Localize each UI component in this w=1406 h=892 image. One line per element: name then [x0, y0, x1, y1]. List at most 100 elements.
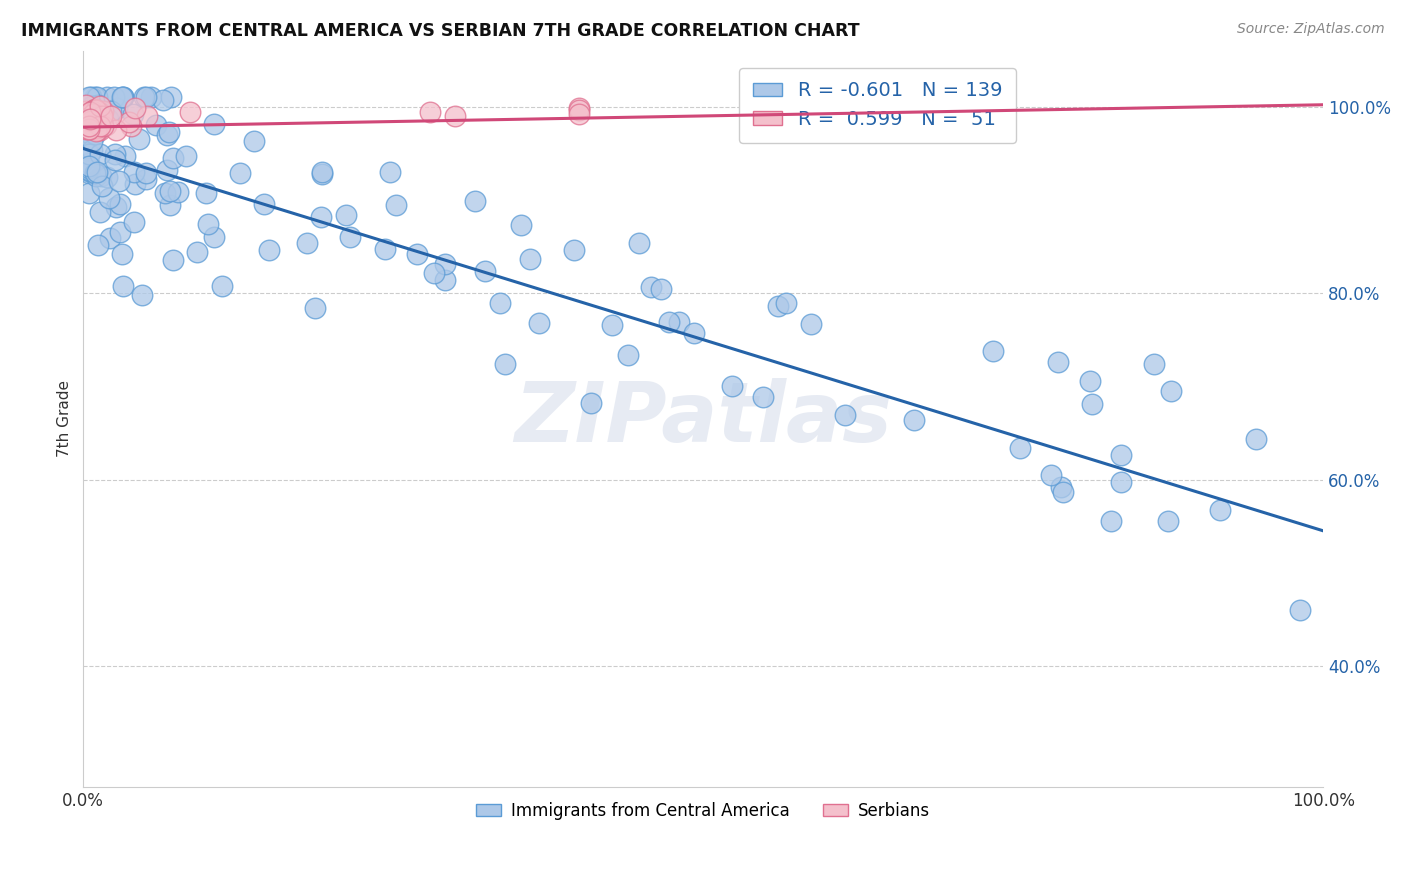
Point [84, 124, 107, 138]
Point [374, 242, 396, 256]
Point [84, 90, 107, 104]
Point [79, 156, 101, 170]
Point [162, 252, 184, 267]
Point [297, 236, 319, 251]
Point [1052, 484, 1074, 499]
Point [86, 121, 108, 136]
Point [229, 166, 252, 180]
Point [766, 300, 789, 314]
Point [136, 109, 159, 123]
Point [86, 90, 108, 104]
Point [156, 128, 179, 142]
Point [91, 120, 114, 134]
Point [339, 230, 361, 244]
Point [474, 264, 496, 278]
Point [406, 247, 429, 261]
Point [489, 296, 512, 310]
Point [87, 238, 110, 252]
Point [257, 243, 280, 257]
Point [103, 90, 125, 104]
Point [87, 123, 110, 137]
Point [1081, 397, 1104, 411]
Point [75, 98, 97, 112]
Point [84, 165, 107, 179]
Point [89, 119, 111, 133]
Point [91, 108, 114, 122]
Point [800, 317, 823, 331]
Point [568, 107, 591, 121]
Point [79, 164, 101, 178]
Point [79, 141, 101, 155]
Point [122, 215, 145, 229]
Point [80, 114, 103, 128]
Point [568, 102, 591, 116]
Point [86, 120, 108, 134]
Point [243, 135, 266, 149]
Point [304, 301, 326, 316]
Point [122, 165, 145, 179]
Point [568, 103, 591, 118]
Point [89, 205, 111, 219]
Point [75, 121, 97, 136]
Point [76, 111, 98, 125]
Point [100, 104, 122, 119]
Point [112, 279, 135, 293]
Point [128, 131, 150, 145]
Point [311, 167, 333, 181]
Y-axis label: 7th Grade: 7th Grade [58, 380, 72, 458]
Point [204, 230, 226, 244]
Point [97, 112, 120, 126]
Point [668, 316, 690, 330]
Point [202, 118, 225, 132]
Point [111, 90, 134, 104]
Point [86, 120, 108, 135]
Point [600, 318, 623, 333]
Point [1109, 475, 1132, 489]
Point [444, 109, 467, 123]
Point [84, 103, 107, 117]
Point [640, 280, 662, 294]
Point [682, 326, 704, 340]
Point [627, 235, 650, 250]
Point [111, 247, 134, 261]
Point [89, 123, 111, 137]
Point [197, 217, 219, 231]
Point [1049, 479, 1071, 493]
Point [122, 107, 145, 121]
Point [79, 186, 101, 200]
Point [152, 93, 174, 107]
Point [124, 101, 146, 115]
Point [114, 149, 136, 163]
Point [166, 185, 188, 199]
Point [162, 151, 184, 165]
Point [983, 344, 1005, 359]
Point [1008, 441, 1031, 455]
Point [98, 190, 121, 204]
Point [105, 200, 128, 214]
Point [89, 98, 111, 112]
Point [159, 184, 181, 198]
Point [494, 357, 516, 371]
Point [84, 169, 107, 184]
Point [79, 112, 101, 127]
Point [94, 118, 117, 132]
Point [83, 166, 105, 180]
Point [752, 390, 775, 404]
Point [1109, 448, 1132, 462]
Point [100, 109, 122, 123]
Point [75, 103, 97, 118]
Legend: Immigrants from Central America, Serbians: Immigrants from Central America, Serbian… [470, 796, 936, 827]
Point [132, 90, 155, 104]
Point [79, 90, 101, 104]
Point [84, 103, 107, 117]
Point [82, 107, 104, 121]
Point [211, 278, 233, 293]
Point [1289, 603, 1312, 617]
Point [186, 244, 208, 259]
Point [135, 166, 157, 180]
Point [309, 210, 332, 224]
Point [79, 166, 101, 180]
Text: IMMIGRANTS FROM CENTRAL AMERICA VS SERBIAN 7TH GRADE CORRELATION CHART: IMMIGRANTS FROM CENTRAL AMERICA VS SERBI… [21, 22, 859, 40]
Point [1160, 384, 1182, 398]
Point [96, 90, 118, 104]
